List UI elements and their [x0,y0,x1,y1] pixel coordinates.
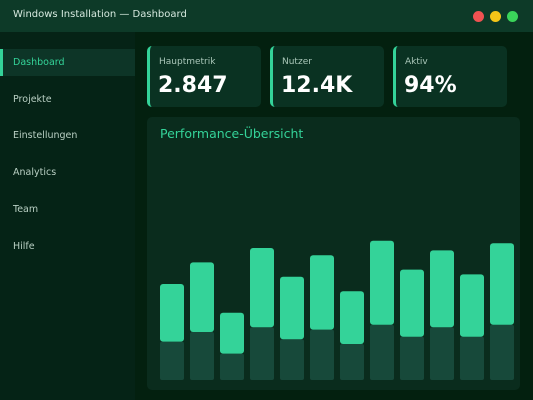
bar-base [430,327,454,380]
chart-title: Performance-Übersicht [160,125,303,141]
bar-base [490,324,514,380]
bar [340,291,364,344]
bar [430,250,454,328]
bar-base [400,336,424,380]
bar [250,248,274,328]
stat-value: 2.847 [158,73,228,98]
sidebar: Dashboard Projekte Einstellungen Analytics T… [0,32,135,400]
bar [460,274,484,337]
bar [490,243,514,325]
bar-base [160,341,184,380]
bar [280,276,304,340]
stat-value: 94% [404,73,457,98]
title-bar: Windows Installation — Dashboard [0,0,533,32]
bar-base [340,344,364,380]
bar-base [310,329,334,380]
bar-base [250,327,274,380]
bar [370,240,394,325]
maximize-button[interactable] [507,11,518,22]
bar [400,269,424,337]
bar-base [460,336,484,380]
bar [160,284,184,342]
bar [310,255,334,330]
bar [220,312,244,354]
stat-card: Aktiv 94% [393,46,507,107]
nav-item[interactable]: Team [13,203,39,215]
close-button[interactable] [473,11,484,22]
stat-label: Nutzer [282,57,312,67]
nav-item[interactable]: Projekte [13,93,52,105]
stat-label: Aktiv [405,57,428,67]
stat-card: Nutzer 12.4K [270,46,384,107]
bar [190,262,214,332]
nav-item[interactable]: Dashboard [0,49,135,76]
stat-value: 12.4K [281,73,353,98]
bar-base [280,339,304,380]
bar-base [190,332,214,380]
bar-base [370,324,394,380]
stat-card: Hauptmetrik 2.847 [147,46,261,107]
chart: Performance-Übersicht [160,125,514,380]
minimize-button[interactable] [490,11,501,22]
nav-item[interactable]: Analytics [13,167,57,179]
window-title: Windows Installation — Dashboard [13,9,187,20]
nav-item[interactable]: Einstellungen [13,130,78,142]
stat-label: Hauptmetrik [159,57,216,67]
nav-item[interactable]: Hilfe [13,240,35,252]
chart-card: Performance-Übersicht [147,117,520,390]
bar-base [220,353,244,380]
